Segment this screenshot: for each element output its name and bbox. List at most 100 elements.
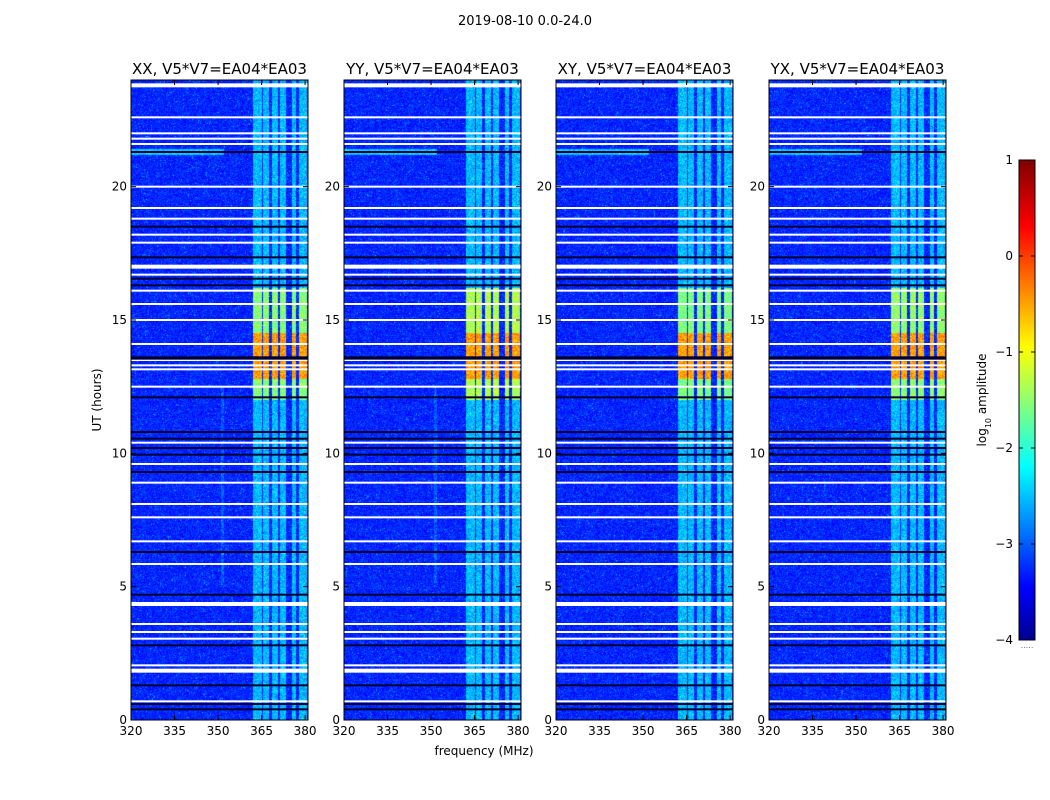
flag-white-line <box>769 303 946 305</box>
panel-frame <box>343 79 522 721</box>
y-tick-label: 15 <box>325 313 340 327</box>
flag-white-line <box>769 631 946 633</box>
flag-white-line <box>131 359 308 361</box>
flag-dark-line <box>131 644 308 647</box>
flag-dark-line <box>131 225 308 228</box>
flag-white-line <box>556 217 733 220</box>
y-tick-label: 0 <box>757 713 765 727</box>
panel-yx: YX, V5*V7=EA04*EA03 320 335 350 365 380 0 5 10 15… <box>750 60 955 738</box>
flag-white-line <box>131 481 308 484</box>
x-tick-label: 365 <box>250 724 273 738</box>
flag-white-line <box>131 563 308 565</box>
flag-white-line <box>344 359 521 361</box>
flag-white-line <box>556 116 733 119</box>
y-tick-label: 10 <box>112 446 127 460</box>
flag-white-line <box>131 441 308 444</box>
flag-white-line <box>769 364 946 367</box>
flag-dark-line <box>344 437 521 440</box>
panel-title: YX, V5*V7=EA04*EA03 <box>770 60 945 78</box>
flag-white-line <box>344 602 521 606</box>
flag-white-line <box>344 233 521 236</box>
flag-white-line <box>556 503 733 505</box>
flag-dark-line <box>769 551 946 553</box>
flag-white-line <box>131 185 308 188</box>
flag-dark-line <box>344 284 521 287</box>
colorbar-tick-label: −4 <box>995 633 1013 647</box>
flag-white-line <box>344 273 521 276</box>
y-tick-label: 0 <box>119 713 127 727</box>
panel-frame <box>768 79 947 721</box>
y-tick-label: 0 <box>332 713 340 727</box>
flag-white-line <box>131 303 308 305</box>
panel-frame <box>130 79 309 721</box>
flag-dark-line <box>131 277 308 280</box>
flag-white-line <box>344 132 521 135</box>
x-tick-label: 320 <box>120 724 143 738</box>
y-tick-label: 0 <box>544 713 552 727</box>
flag-white-line <box>344 303 521 305</box>
flag-white-line <box>556 700 733 703</box>
flag-white-line <box>556 563 733 565</box>
flag-white-line <box>769 343 946 345</box>
flag-white-line <box>131 664 308 667</box>
flag-white-line <box>131 116 308 119</box>
flag-white-line <box>769 217 946 220</box>
flag-white-line <box>344 368 521 371</box>
panel-xy: XY, V5*V7=EA04*EA03 320 335 350 365 380 0 5 10 15… <box>537 60 742 738</box>
flag-white-line <box>344 185 521 188</box>
flag-dark-line <box>556 708 733 711</box>
y-tick-label: 5 <box>757 580 765 594</box>
flag-white-line <box>131 385 308 388</box>
flag-white-line <box>344 668 521 673</box>
flag-dark-line <box>556 447 733 449</box>
panel-title: YY, V5*V7=EA04*EA03 <box>345 60 519 78</box>
flag-dark-line <box>344 447 521 449</box>
flag-white-line <box>769 516 946 519</box>
flag-white-line <box>344 463 521 465</box>
flag-white-line <box>131 83 308 88</box>
flag-white-line <box>556 233 733 236</box>
flag-white-line <box>769 185 946 188</box>
flag-white-line <box>131 241 308 244</box>
y-tick-label: 10 <box>537 446 552 460</box>
flag-dark-line <box>131 356 308 359</box>
flag-white-line <box>556 343 733 345</box>
flag-white-line <box>769 233 946 236</box>
flag-white-line <box>344 637 521 640</box>
flag-white-line <box>131 668 308 673</box>
flag-white-line <box>556 463 733 465</box>
flag-white-line <box>556 207 733 209</box>
flag-white-line <box>131 264 308 269</box>
colorbar: 1 0 −1 −2 −3 −4 log10 amplitude..... <box>975 153 1036 650</box>
flag-dark-line <box>344 225 521 228</box>
flag-white-line <box>769 368 946 371</box>
flag-dark-line <box>769 593 946 596</box>
flag-white-line <box>769 385 946 388</box>
flag-white-line <box>769 602 946 606</box>
flag-white-line <box>556 637 733 640</box>
panel-title: XY, V5*V7=EA04*EA03 <box>558 60 732 78</box>
flag-white-line <box>769 241 946 244</box>
flag-dark-line <box>769 644 946 647</box>
flag-white-line <box>769 319 946 321</box>
flag-white-line <box>769 540 946 543</box>
panel-xx: XX, V5*V7=EA04*EA03 320 335 350 365 380 0 5 10 15… <box>112 60 317 738</box>
flag-dark-line <box>131 437 308 440</box>
flag-white-line <box>131 602 308 606</box>
flag-white-line <box>556 132 733 135</box>
flag-dark-line <box>769 357 946 360</box>
y-tick-label: 5 <box>332 580 340 594</box>
flag-dark-line <box>769 708 946 711</box>
flag-white-line <box>556 185 733 188</box>
flag-dark-line <box>769 431 946 433</box>
flag-white-line <box>769 116 946 119</box>
flag-white-line <box>556 289 733 292</box>
flag-white-line <box>131 143 308 145</box>
panel-title: XX, V5*V7=EA04*EA03 <box>132 60 307 78</box>
x-tick-label: 350 <box>632 724 655 738</box>
y-tick-label: 20 <box>750 180 765 194</box>
flag-dark-line <box>556 593 733 596</box>
flag-white-line <box>556 631 733 633</box>
flag-white-line <box>131 319 308 321</box>
